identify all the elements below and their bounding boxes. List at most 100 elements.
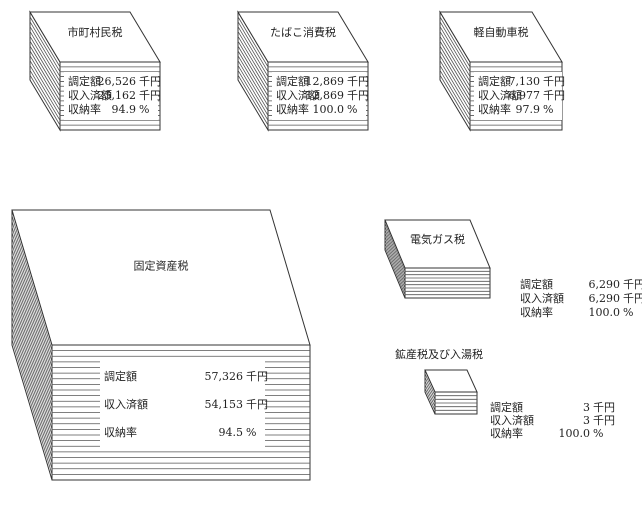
sheet-line bbox=[11, 288, 53, 424]
row-label: 調定額 bbox=[478, 74, 511, 88]
sheet-line bbox=[237, 16, 269, 68]
row-label: 収納率 bbox=[490, 426, 523, 440]
sheet-line bbox=[237, 50, 269, 102]
sheet-line bbox=[29, 50, 61, 102]
sheet-line bbox=[439, 65, 471, 116]
sheet-line bbox=[29, 40, 61, 92]
label-box bbox=[64, 72, 158, 120]
block-name: 固定資産税 bbox=[134, 259, 189, 273]
row-unit: 千円 bbox=[593, 401, 615, 414]
row-unit: % bbox=[593, 427, 603, 440]
sheet-line bbox=[237, 26, 269, 77]
row-label: 収納率 bbox=[104, 425, 137, 439]
row-unit: 千円 bbox=[543, 75, 565, 88]
sheet-line bbox=[439, 60, 471, 111]
block-name: たばこ消費税 bbox=[270, 25, 336, 39]
sheet-line bbox=[29, 45, 61, 97]
row-unit: % bbox=[347, 103, 357, 116]
sheet-line bbox=[424, 380, 436, 404]
sheet-line bbox=[237, 74, 269, 126]
row-label: 収入済額 bbox=[104, 397, 148, 411]
sheet-line bbox=[29, 55, 61, 106]
row-value: 12,869 bbox=[306, 89, 345, 102]
sheet-line bbox=[439, 16, 471, 68]
sheet-line bbox=[439, 21, 471, 72]
row-value: 7,130 bbox=[509, 75, 541, 88]
sheet-line bbox=[439, 70, 471, 121]
sheet-line bbox=[11, 328, 53, 464]
sheet-line bbox=[11, 260, 53, 396]
block-name: 市町村民税 bbox=[68, 25, 123, 39]
label-box bbox=[272, 72, 366, 120]
row-value: 26,526 bbox=[98, 75, 137, 88]
sheet-line bbox=[439, 74, 471, 126]
sheet-line bbox=[439, 31, 471, 82]
row-label: 収納率 bbox=[276, 102, 309, 116]
sheet-line bbox=[11, 299, 53, 436]
label-box bbox=[100, 360, 265, 450]
row-value: 6,290 bbox=[589, 278, 621, 291]
sheet-line bbox=[424, 384, 436, 407]
stack-top bbox=[29, 11, 161, 63]
sheet-line bbox=[11, 243, 53, 379]
row-unit: 千円 bbox=[543, 89, 565, 102]
sheet-line bbox=[29, 65, 61, 116]
row-unit: 千円 bbox=[246, 398, 268, 411]
row-label: 調定額 bbox=[490, 400, 523, 414]
row-value: 3 bbox=[583, 401, 590, 414]
sheet-line bbox=[237, 36, 269, 87]
row-value: 25,162 bbox=[98, 89, 137, 102]
sheet-line bbox=[237, 40, 269, 92]
sheet-line bbox=[439, 45, 471, 97]
sheet-line bbox=[237, 55, 269, 106]
stack-front bbox=[404, 267, 491, 299]
sheet-line bbox=[439, 36, 471, 87]
sheet-line bbox=[384, 226, 406, 275]
sheet-line bbox=[237, 70, 269, 121]
sheet-line bbox=[384, 233, 406, 282]
sheet-line bbox=[384, 243, 406, 292]
row-value: 54,153 bbox=[205, 398, 244, 411]
stack-top bbox=[439, 11, 563, 63]
row-value: 3 bbox=[583, 414, 590, 427]
sheet-line bbox=[29, 60, 61, 111]
row-unit: 千円 bbox=[139, 75, 161, 88]
sheet-line bbox=[11, 283, 53, 419]
row-unit: 千円 bbox=[623, 292, 642, 305]
row-value: 100.0 bbox=[313, 103, 345, 116]
row-unit: 千円 bbox=[623, 278, 642, 291]
row-label: 調定額 bbox=[104, 369, 137, 383]
row-unit: % bbox=[623, 306, 633, 319]
sheet-line bbox=[237, 45, 269, 97]
sheet-line bbox=[424, 388, 436, 411]
sheet-line bbox=[11, 339, 53, 475]
sheet-line bbox=[11, 316, 53, 452]
label-box bbox=[474, 72, 562, 120]
sheet-line bbox=[11, 232, 53, 368]
sheet-line bbox=[439, 50, 471, 102]
row-label: 収入済額 bbox=[68, 88, 112, 102]
row-label: 収入済額 bbox=[490, 413, 534, 427]
sheet-line bbox=[237, 31, 269, 82]
sheet-line bbox=[29, 16, 61, 68]
row-label: 収入済額 bbox=[478, 88, 522, 102]
stack-top bbox=[11, 209, 311, 346]
stack-top bbox=[384, 219, 491, 269]
sheet-line bbox=[11, 333, 53, 469]
sheet-line bbox=[237, 65, 269, 116]
sheet-line bbox=[29, 74, 61, 126]
row-value: 6,290 bbox=[589, 292, 621, 305]
block-name: 電気ガス税 bbox=[410, 232, 465, 246]
row-label: 調定額 bbox=[276, 74, 309, 88]
stack-top bbox=[237, 11, 369, 63]
sheet-line bbox=[237, 21, 269, 72]
row-value: 12,869 bbox=[306, 75, 345, 88]
sheet-line bbox=[424, 373, 436, 396]
sheet-line bbox=[11, 221, 53, 357]
row-unit: % bbox=[246, 426, 256, 439]
row-label: 調定額 bbox=[68, 74, 101, 88]
sheet-line bbox=[11, 266, 53, 402]
row-unit: % bbox=[543, 103, 553, 116]
sheet-line bbox=[11, 271, 53, 407]
